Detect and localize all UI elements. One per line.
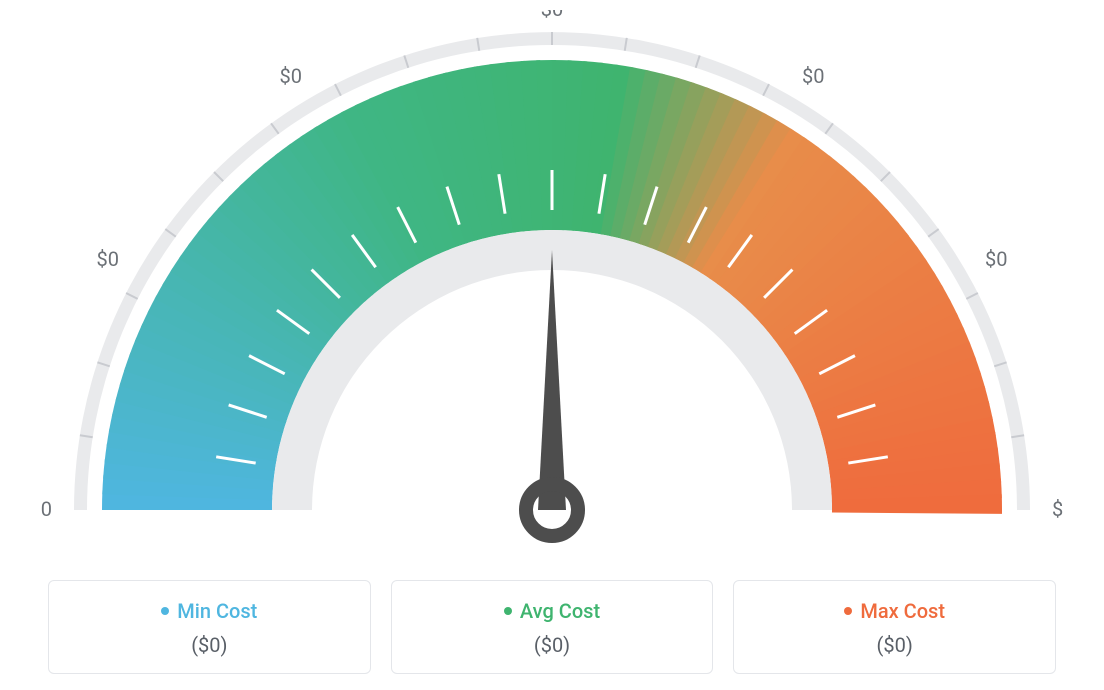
legend-value-avg: ($0) xyxy=(406,633,699,657)
gauge-tick-label: $0 xyxy=(802,64,824,88)
gauge-tick-label: $0 xyxy=(541,10,563,21)
legend-dot-max xyxy=(844,607,852,615)
legend-dot-avg xyxy=(504,607,512,615)
gauge-svg: $0 $0 $0 $0 $0 $0 $0 xyxy=(40,10,1064,570)
legend-label-min: Min Cost xyxy=(177,599,257,623)
legend-row: Min Cost ($0) Avg Cost ($0) Max Cost ($0… xyxy=(40,580,1064,674)
legend-card-min: Min Cost ($0) xyxy=(48,580,371,674)
legend-card-max: Max Cost ($0) xyxy=(733,580,1056,674)
legend-value-min: ($0) xyxy=(63,633,356,657)
legend-label-max: Max Cost xyxy=(860,599,945,623)
gauge-tick-label: $0 xyxy=(40,497,52,521)
legend-label-avg: Avg Cost xyxy=(520,599,600,623)
cost-gauge-chart: $0 $0 $0 $0 $0 $0 $0 xyxy=(40,10,1064,570)
legend-dot-min xyxy=(161,607,169,615)
gauge-tick-label: $0 xyxy=(985,247,1007,271)
gauge-tick-label: $0 xyxy=(1052,497,1064,521)
legend-card-avg: Avg Cost ($0) xyxy=(391,580,714,674)
gauge-tick-label: $0 xyxy=(97,247,119,271)
legend-value-max: ($0) xyxy=(748,633,1041,657)
gauge-tick-label: $0 xyxy=(280,64,302,88)
